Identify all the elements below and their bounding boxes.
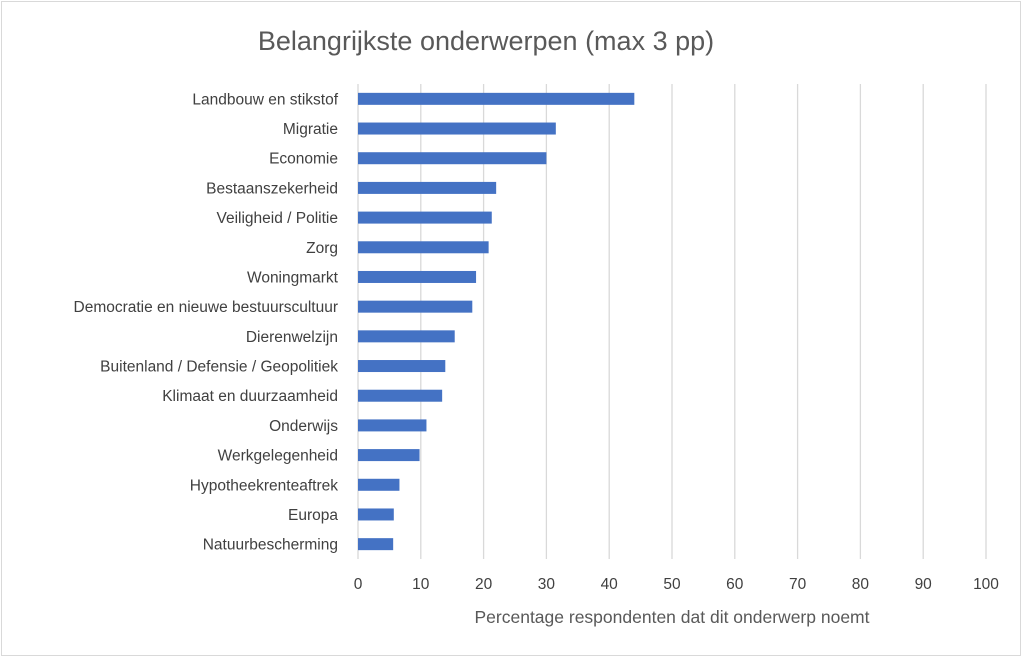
bar — [358, 181, 497, 194]
category-label: Migratie — [283, 121, 338, 138]
bar — [358, 300, 473, 313]
bar — [358, 152, 547, 165]
bar — [358, 330, 455, 343]
category-label: Werkgelegenheid — [218, 448, 338, 465]
category-label: Europa — [288, 507, 338, 524]
x-tick-label: 100 — [973, 576, 999, 593]
category-label: Buitenland / Defensie / Geopolitiek — [100, 359, 338, 376]
category-label: Landbouw en stikstof — [192, 91, 338, 108]
category-label: Bestaanszekerheid — [206, 180, 338, 197]
x-tick-label: 0 — [354, 576, 363, 593]
category-labels: Landbouw en stikstof Migratie Economie Best… — [74, 91, 339, 553]
bar — [358, 478, 400, 491]
x-tick-label: 80 — [852, 576, 870, 593]
bar — [358, 389, 443, 402]
bar — [358, 211, 492, 224]
x-tick-labels: 0 10 20 30 40 50 60 70 80 90 100 — [354, 576, 1000, 593]
category-label: Woningmarkt — [247, 269, 339, 286]
gridlines — [357, 84, 987, 559]
chart-title: Belangrijkste onderwerpen (max 3 pp) — [257, 26, 715, 56]
x-tick-label: 70 — [789, 576, 807, 593]
category-label: Veiligheid / Politie — [217, 210, 339, 227]
x-axis-title: Percentage respondenten dat dit onderwer… — [475, 607, 870, 627]
category-label: Dierenwelzijn — [246, 329, 338, 346]
category-label: Onderwijs — [269, 418, 338, 435]
x-tick-label: 40 — [601, 576, 619, 593]
category-label: Zorg — [306, 240, 338, 257]
bar — [358, 449, 420, 462]
bar — [358, 419, 427, 432]
bars — [358, 92, 635, 551]
bar — [358, 538, 394, 551]
bar — [358, 508, 394, 521]
bar — [358, 360, 446, 373]
x-tick-label: 90 — [915, 576, 933, 593]
category-label: Democratie en nieuwe bestuurscultuur — [74, 299, 339, 316]
x-tick-label: 50 — [663, 576, 681, 593]
bar — [358, 92, 635, 105]
category-label: Klimaat en duurzaamheid — [162, 388, 338, 405]
category-label: Natuurbescherming — [203, 537, 338, 554]
x-tick-label: 20 — [475, 576, 493, 593]
bar — [358, 270, 477, 283]
category-label: Hypotheekrenteaftrek — [190, 477, 338, 494]
x-tick-label: 10 — [412, 576, 430, 593]
x-tick-label: 60 — [726, 576, 744, 593]
x-tick-label: 30 — [538, 576, 556, 593]
bar — [358, 122, 556, 135]
category-label: Economie — [269, 151, 338, 168]
bar — [358, 241, 489, 254]
